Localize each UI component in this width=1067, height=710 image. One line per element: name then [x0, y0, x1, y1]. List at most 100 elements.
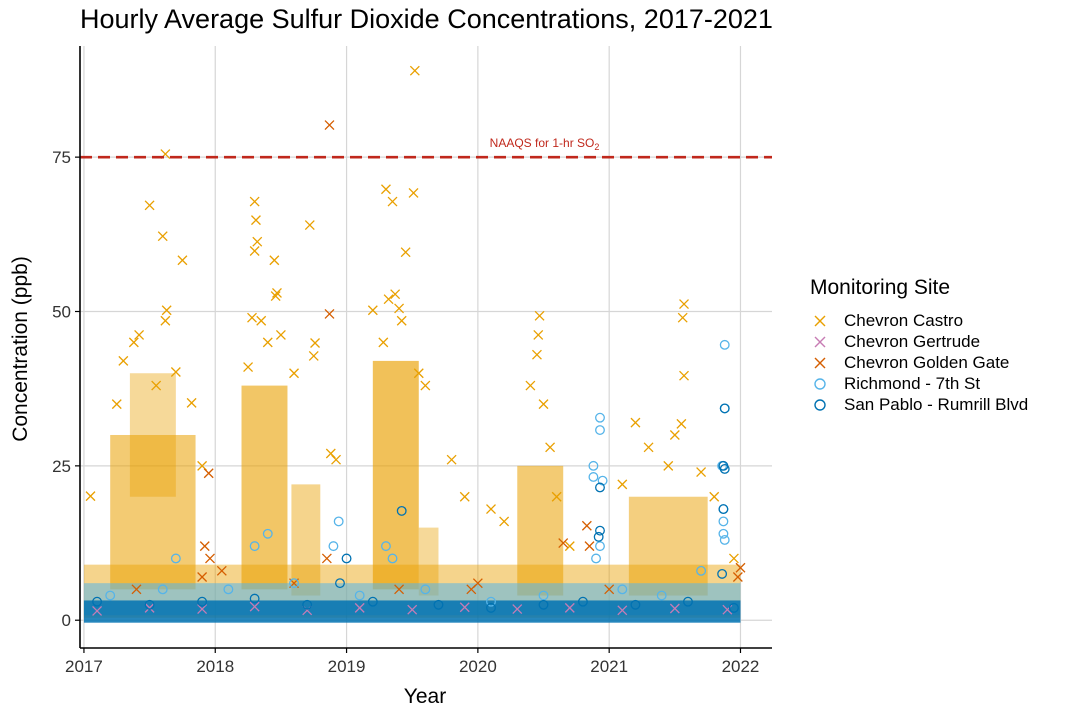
point-x-mark [118, 355, 129, 366]
data-points [85, 65, 746, 616]
legend-items: Chevron Castro Chevron Gertrude Chevron Go… [810, 310, 1028, 415]
point-x-mark [486, 504, 496, 515]
point-circle-mark [656, 590, 667, 601]
point-x-mark [735, 562, 746, 573]
point-x-mark [531, 349, 542, 360]
point-circle-mark [341, 553, 352, 564]
point-x-mark [584, 541, 595, 552]
point-circle-mark [718, 516, 729, 527]
legend-item: San Pablo - Rumrill Blvd [810, 394, 1028, 415]
point-x-mark [663, 460, 674, 471]
point-x-mark [525, 380, 536, 391]
legend-label: Chevron Gertrude [844, 331, 981, 351]
point-x-mark [197, 572, 208, 582]
point-x-mark [679, 370, 689, 381]
legend-label: Chevron Castro [844, 310, 964, 330]
point-x-mark [459, 602, 470, 613]
chart-title: Hourly Average Sulfur Dioxide Concentrat… [80, 4, 773, 34]
point-circle-mark [595, 425, 605, 435]
dense-band [110, 434, 196, 590]
point-x-mark [534, 310, 545, 321]
point-x-mark [304, 220, 315, 231]
dense-band [628, 496, 708, 596]
point-circle-mark [591, 553, 601, 564]
point-circle-mark [367, 596, 378, 607]
point-x-mark [249, 601, 260, 612]
point-x-mark [581, 520, 592, 531]
point-x-mark [387, 196, 398, 207]
x-axis-title: Year [404, 685, 446, 708]
axes: 0 25 50 75 2017 2018 2019 2020 2021 2022 [52, 46, 772, 676]
point-x-mark [630, 417, 641, 428]
point-circle-mark [249, 593, 260, 604]
point-x-mark [354, 602, 365, 613]
point-x-mark [325, 448, 336, 459]
point-circle-mark [617, 584, 628, 595]
legend-label: Chevron Golden Gate [844, 352, 1010, 372]
legend-x-marker [814, 357, 826, 368]
point-circle-mark [335, 578, 345, 589]
point-x-mark [134, 330, 145, 340]
legend-circle-marker [814, 398, 826, 411]
point-x-mark [676, 418, 687, 429]
y-tick-label: 75 [52, 148, 71, 167]
point-x-mark [144, 602, 155, 613]
point-x-mark [380, 184, 391, 195]
point-x-mark [216, 565, 227, 576]
point-circle-mark [719, 403, 730, 414]
point-circle-mark [728, 602, 739, 613]
point-x-mark [197, 604, 208, 615]
point-x-mark [256, 315, 267, 326]
dense-band [418, 527, 439, 596]
point-x-mark [161, 305, 172, 316]
point-x-mark [243, 362, 254, 373]
x-tick-label: 2022 [722, 657, 760, 676]
point-circle-mark [302, 599, 313, 610]
point-x-mark [324, 309, 335, 319]
legend: Monitoring Site Chevron Castro Chevron Ge… [810, 276, 1028, 415]
point-x-mark [252, 236, 263, 247]
point-circle-mark [249, 541, 260, 552]
y-axis-title: Concentration (ppb) [9, 256, 32, 442]
point-x-mark [262, 337, 273, 348]
point-circle-mark [387, 553, 398, 564]
point-circle-mark [719, 534, 730, 545]
point-x-mark [696, 467, 707, 477]
point-x-mark [499, 516, 510, 527]
point-x-mark [270, 291, 281, 302]
point-x-mark [564, 602, 575, 613]
point-circle-mark [486, 596, 496, 607]
point-circle-mark [433, 599, 444, 610]
legend-x-marker [814, 336, 826, 347]
point-x-mark [203, 468, 214, 479]
point-x-mark [394, 303, 405, 314]
y-tick-label: 25 [52, 457, 71, 476]
point-circle-mark [595, 412, 605, 423]
point-x-mark [545, 442, 556, 453]
point-x-mark [131, 584, 142, 595]
point-circle-mark [696, 565, 707, 576]
dense-band [241, 385, 288, 590]
point-circle-mark [595, 525, 605, 536]
legend-label: Richmond - 7th St [844, 373, 981, 393]
point-circle-mark [420, 584, 431, 595]
point-x-mark [538, 399, 549, 410]
point-x-mark [420, 380, 431, 391]
point-x-mark [512, 604, 523, 615]
point-x-mark [275, 330, 286, 340]
x-tick-label: 2017 [65, 657, 103, 676]
point-x-mark [160, 315, 171, 326]
point-x-mark [400, 247, 411, 258]
point-x-mark [709, 491, 720, 502]
point-x-mark [289, 368, 299, 379]
point-circle-mark [597, 475, 608, 486]
point-circle-mark [105, 590, 116, 601]
dense-band [129, 373, 176, 497]
point-x-mark [466, 584, 477, 595]
point-x-mark [247, 312, 257, 323]
point-x-mark [413, 368, 424, 379]
point-circle-mark [223, 584, 234, 595]
point-x-mark [249, 246, 260, 256]
point-x-mark [728, 553, 739, 564]
legend-x-marker [814, 315, 826, 326]
